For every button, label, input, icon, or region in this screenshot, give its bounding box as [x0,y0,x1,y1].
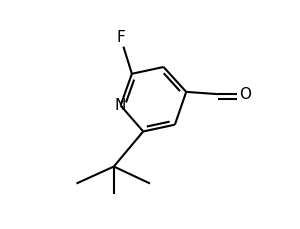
Text: N: N [115,98,126,113]
Text: O: O [239,87,251,102]
Text: F: F [116,30,125,45]
